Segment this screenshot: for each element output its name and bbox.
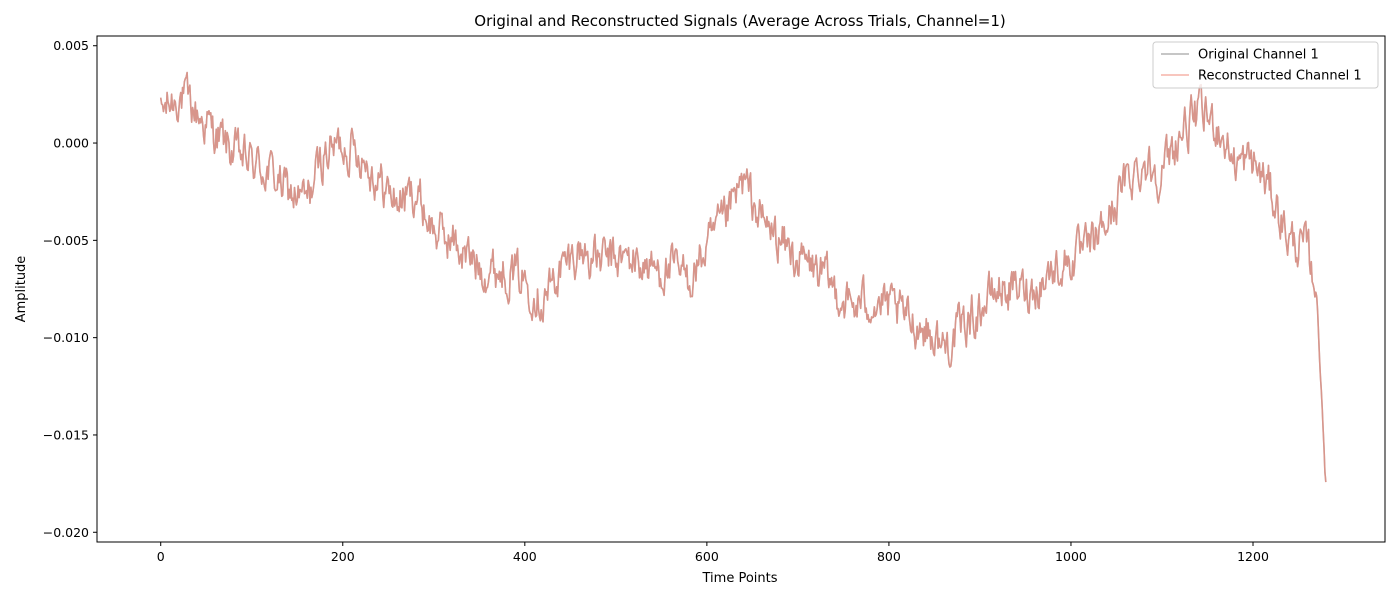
x-tick-label: 200 bbox=[331, 549, 355, 564]
series-layer bbox=[159, 71, 1327, 483]
y-axis-label: Amplitude bbox=[14, 256, 29, 323]
y-axis-ticks: 0.005 0.000 −0.005 −0.010 −0.015 −0.020 bbox=[43, 38, 97, 540]
x-axis-ticks: 0 200 400 600 800 1000 1200 bbox=[157, 542, 1269, 564]
plot-frame bbox=[96, 35, 1386, 543]
y-tick-label: −0.010 bbox=[43, 330, 89, 345]
x-tick-label: 1200 bbox=[1237, 549, 1269, 564]
y-tick-label: 0.005 bbox=[53, 38, 89, 53]
chart-title: Original and Reconstructed Signals (Aver… bbox=[474, 12, 1005, 30]
legend-label-reconstructed: Reconstructed Channel 1 bbox=[1198, 69, 1362, 84]
legend-box bbox=[1152, 41, 1379, 89]
x-tick-label: 0 bbox=[157, 549, 165, 564]
y-tick-label: −0.015 bbox=[43, 427, 89, 442]
y-tick-label: −0.005 bbox=[43, 233, 89, 248]
y-tick-label: 0.000 bbox=[53, 136, 89, 151]
x-axis-label: Time Points bbox=[702, 571, 778, 586]
series-line-reconstructed bbox=[159, 71, 1327, 483]
legend-label-original: Original Channel 1 bbox=[1198, 48, 1319, 63]
legend: Original Channel 1 Reconstructed Channel… bbox=[1152, 41, 1379, 89]
y-tick-label: −0.020 bbox=[43, 525, 89, 540]
x-tick-label: 1000 bbox=[1055, 549, 1087, 564]
x-tick-label: 600 bbox=[695, 549, 719, 564]
x-tick-label: 400 bbox=[513, 549, 537, 564]
x-tick-label: 800 bbox=[877, 549, 901, 564]
